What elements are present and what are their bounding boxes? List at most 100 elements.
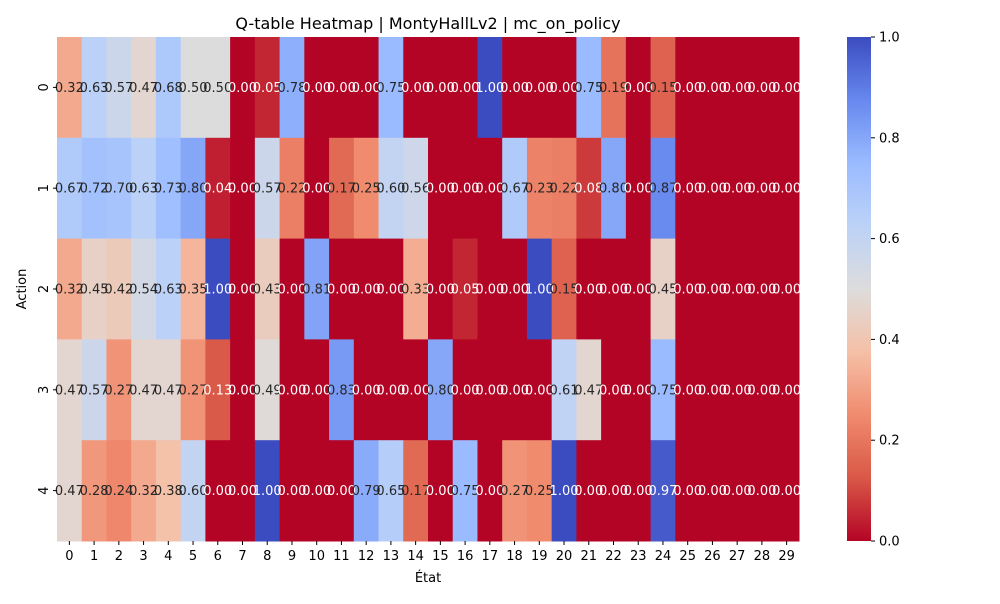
heatmap-cell — [650, 37, 676, 139]
cell-value-label: 0.28 — [80, 484, 109, 499]
cell-value-label: 0.00 — [550, 81, 579, 96]
cell-value-label: 0.00 — [401, 383, 430, 398]
cell-value-label: 0.00 — [624, 182, 653, 197]
cell-value-label: 0.63 — [80, 81, 109, 96]
cell-value-label: 0.00 — [723, 182, 752, 197]
cell-value-label: 0.00 — [475, 283, 504, 298]
heatmap-cell — [180, 238, 206, 340]
cell-value-label: 0.00 — [747, 283, 776, 298]
cell-value-label: 0.00 — [352, 283, 381, 298]
cell-value-label: 0.00 — [376, 383, 405, 398]
cell-value-label: 0.24 — [104, 484, 133, 499]
heatmap-cell — [526, 339, 553, 441]
heatmap-cell — [57, 37, 83, 139]
x-tick-label: 13 — [383, 549, 400, 564]
cell-value-label: 0.15 — [550, 283, 579, 298]
x-tick-label: 10 — [308, 549, 325, 564]
cell-value-label: 0.05 — [451, 283, 480, 298]
colorbar-tick-label: 0.4 — [879, 333, 900, 348]
heatmap-cell — [749, 137, 775, 240]
cell-value-label: 0.00 — [624, 81, 653, 96]
y-axis-label: Action — [15, 269, 30, 310]
cell-value-label: 0.32 — [55, 283, 84, 298]
cell-value-label: 0.00 — [673, 484, 702, 499]
x-tick-label: 5 — [189, 549, 197, 564]
cell-value-label: 0.73 — [154, 182, 183, 197]
heatmap-cell — [353, 440, 380, 542]
cell-value-label: 0.00 — [451, 182, 480, 197]
heatmap-cell — [724, 238, 751, 340]
y-tick-label: 0 — [37, 83, 52, 91]
heatmap-cell — [774, 238, 800, 340]
y-tick-label: 3 — [37, 386, 52, 394]
x-tick-label: 25 — [679, 549, 696, 564]
heatmap-cell — [279, 238, 305, 340]
heatmap-cell — [601, 137, 627, 240]
heatmap-cell — [180, 440, 206, 542]
heatmap-cell — [57, 339, 83, 441]
cell-value-label: 0.00 — [327, 484, 356, 499]
cell-value-label: 0.38 — [154, 484, 183, 499]
heatmap-cell — [526, 37, 553, 139]
cell-value-label: 0.00 — [624, 383, 653, 398]
cell-value-label: 0.32 — [55, 81, 84, 96]
heatmap-cell — [477, 440, 503, 542]
x-tick-label: 17 — [482, 549, 499, 564]
cell-value-label: 0.42 — [104, 283, 133, 298]
heatmap-cell — [774, 339, 800, 441]
cell-value-label: 0.00 — [624, 484, 653, 499]
heatmap-cell — [551, 238, 577, 340]
heatmap-cell — [353, 137, 380, 240]
heatmap-cell — [57, 440, 83, 542]
heatmap-cell — [774, 440, 800, 542]
cell-value-label: 0.57 — [253, 182, 282, 197]
heatmap-cell — [675, 440, 701, 542]
cell-value-label: 0.17 — [327, 182, 356, 197]
heatmap-cell — [428, 440, 454, 542]
cell-value-label: 0.79 — [352, 484, 381, 499]
cell-value-label: 0.47 — [55, 484, 84, 499]
heatmap-cell — [155, 37, 182, 139]
cell-value-label: 0.00 — [698, 484, 727, 499]
cell-value-label: 0.45 — [80, 283, 109, 298]
heatmap-cell — [526, 440, 553, 542]
cell-value-label: 0.08 — [574, 182, 603, 197]
heatmap-cell — [57, 238, 83, 340]
heatmap-cell — [452, 238, 478, 340]
x-tick-label: 14 — [407, 549, 424, 564]
cell-value-label: 0.00 — [772, 484, 801, 499]
heatmap-cell — [155, 339, 182, 441]
heatmap-cell — [452, 137, 478, 240]
heatmap-cell — [700, 238, 726, 340]
heatmap-cell — [378, 238, 404, 340]
heatmap-cell — [650, 137, 676, 240]
cell-value-label: 0.83 — [327, 383, 356, 398]
cell-value-label: 0.00 — [772, 81, 801, 96]
x-tick-label: 18 — [506, 549, 523, 564]
heatmap-cell — [353, 238, 380, 340]
heatmap-cell — [502, 37, 528, 139]
heatmap-cell — [230, 137, 256, 240]
heatmap-cell — [81, 238, 107, 340]
colorbar-tick-label: 0.2 — [879, 434, 900, 449]
heatmap-cell — [304, 440, 330, 542]
cell-value-label: 0.81 — [302, 283, 331, 298]
heatmap-cell — [254, 238, 281, 340]
heatmap-cell — [428, 37, 454, 139]
heatmap-cell — [774, 37, 800, 139]
x-tick-label: 29 — [778, 549, 795, 564]
cell-value-label: 0.23 — [525, 182, 554, 197]
heatmap-cell — [452, 440, 478, 542]
cell-value-label: 0.72 — [80, 182, 109, 197]
cell-value-label: 0.00 — [525, 81, 554, 96]
heatmap-cell — [650, 440, 676, 542]
cell-value-label: 0.47 — [154, 383, 183, 398]
cell-value-label: 0.00 — [673, 182, 702, 197]
heatmap-cell — [279, 137, 305, 240]
cell-value-label: 0.00 — [451, 81, 480, 96]
cell-value-label: 0.78 — [277, 81, 306, 96]
cell-value-label: 0.25 — [352, 182, 381, 197]
cell-value-label: 0.00 — [747, 383, 776, 398]
cell-value-label: 1.00 — [203, 283, 232, 298]
x-tick-label: 11 — [333, 549, 350, 564]
